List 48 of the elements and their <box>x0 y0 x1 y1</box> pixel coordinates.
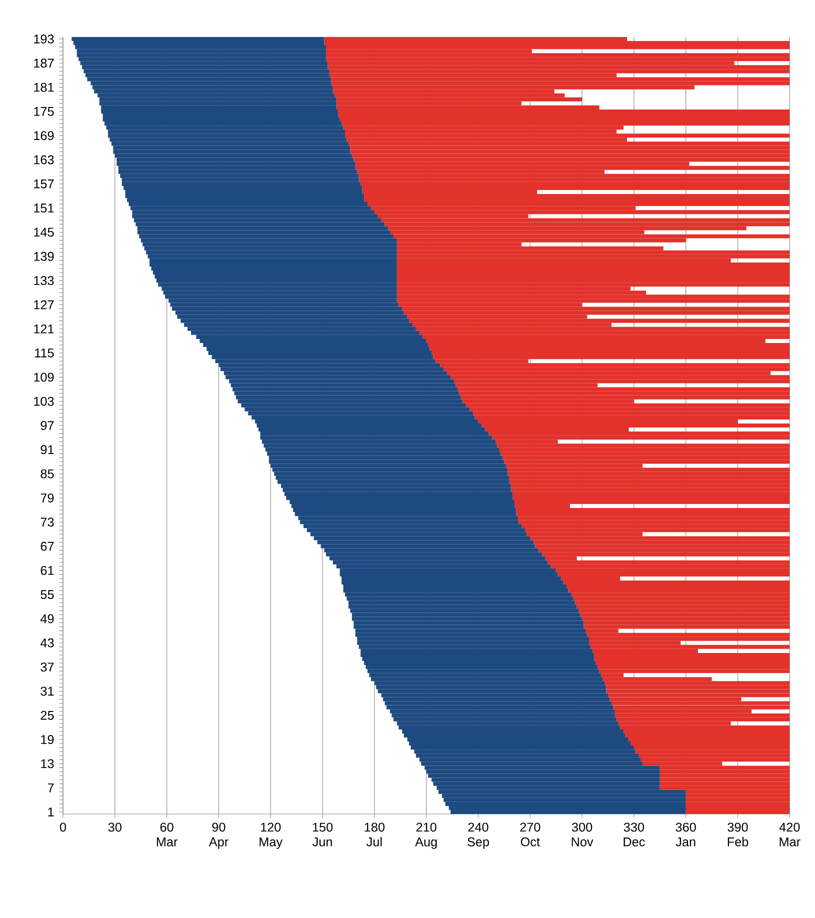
x-tick-label: 60 Mar <box>156 822 178 846</box>
y-tick-label: 127 <box>34 300 54 310</box>
y-tick-label: 103 <box>34 396 54 406</box>
y-tick-label: 31 <box>40 686 54 696</box>
x-tick-label: 390 Feb <box>728 822 748 846</box>
y-tick-label: 37 <box>40 662 54 672</box>
x-tick-label: 210 Aug <box>415 822 437 849</box>
x-tick-label: 270 Oct <box>520 822 540 846</box>
x-tick-label: 420 Mar <box>779 822 800 846</box>
y-tick-label: 175 <box>34 107 54 116</box>
x-tick-label: 0 <box>60 822 66 832</box>
y-tick-label: 43 <box>40 638 54 648</box>
x-tick-label: 30 <box>108 822 122 832</box>
y-tick-label: 157 <box>34 180 54 188</box>
y-tick-label: 181 <box>34 82 54 92</box>
y-tick-label: 91 <box>40 445 54 454</box>
y-tick-label: 61 <box>40 566 54 575</box>
y-tick-label: 19 <box>41 735 54 744</box>
x-tick-label: 120 May <box>260 822 283 849</box>
y-tick-label: 121 <box>34 324 54 334</box>
x-tick-label: 330 Dec <box>624 822 645 846</box>
x-tick-label: 150 Jun <box>312 822 333 846</box>
x-tick-label: 240 Sep <box>468 822 489 849</box>
y-tick-label: 115 <box>35 348 54 358</box>
y-tick-label: 97 <box>40 421 54 430</box>
y-tick-label: 109 <box>34 372 54 382</box>
y-tick-label: 67 <box>40 542 54 551</box>
y-tick-label: 187 <box>34 58 54 68</box>
y-tick-label: 55 <box>40 590 54 600</box>
x-tick-label: 180 Jul <box>364 822 384 846</box>
y-tick-label: 1 <box>48 808 54 816</box>
y-tick-label: 145 <box>34 228 54 237</box>
y-tick-label: 133 <box>34 276 54 286</box>
x-tick-label: 90 Apr <box>208 822 228 849</box>
y-tick-label: 85 <box>40 469 54 478</box>
y-tick-label: 25 <box>40 710 54 720</box>
y-tick-label: 163 <box>34 155 54 164</box>
y-tick-label: 169 <box>34 131 54 140</box>
y-tick-label: 73 <box>40 518 54 527</box>
y-tick-label: 151 <box>34 204 54 213</box>
y-tick-label: 79 <box>40 493 54 502</box>
y-tick-label: 193 <box>34 34 54 44</box>
x-tick-label: 300 Nov <box>572 822 594 846</box>
y-tick-label: 139 <box>34 252 54 261</box>
x-tick-label: 360 Jan <box>676 822 696 846</box>
y-tick-label: 13 <box>41 759 54 768</box>
y-tick-label: 7 <box>48 783 54 792</box>
y-tick-label: 49 <box>40 614 54 624</box>
